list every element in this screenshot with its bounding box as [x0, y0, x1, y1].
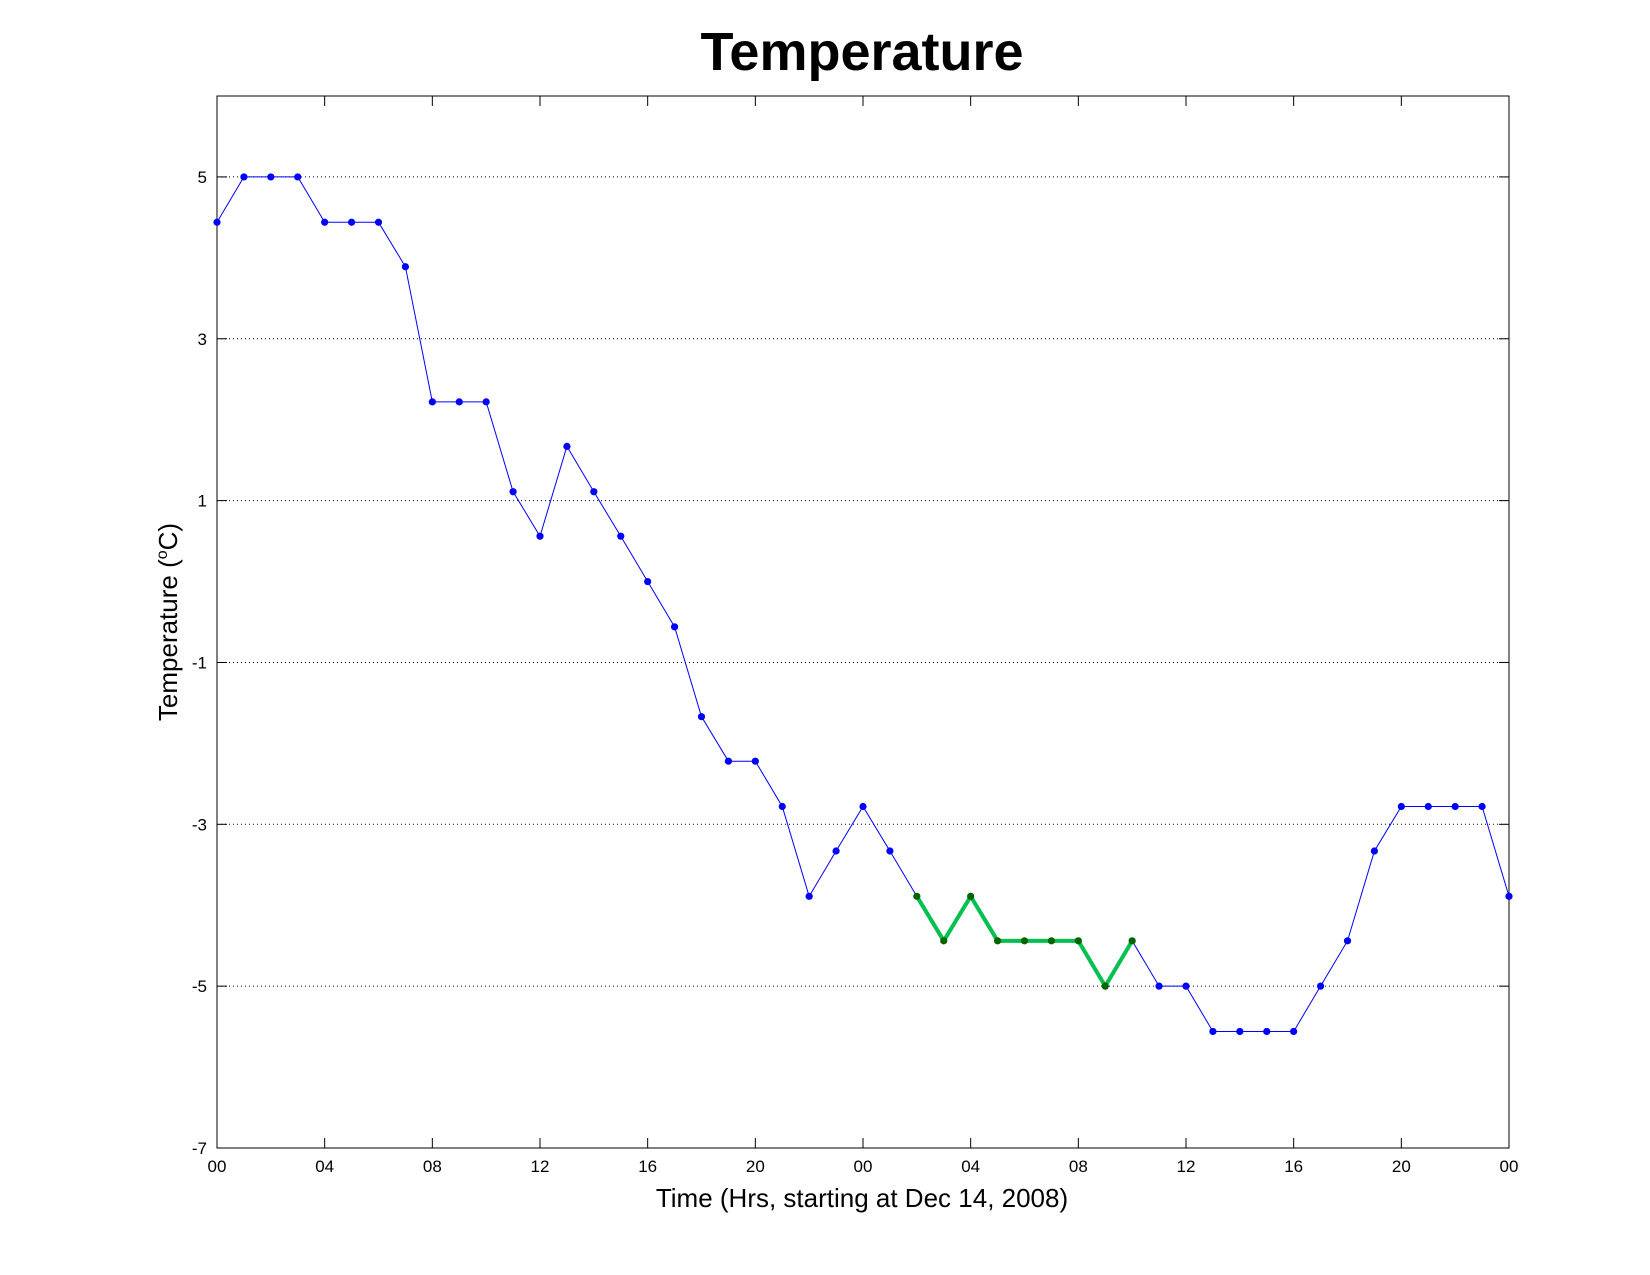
x-tick-label: 08 — [423, 1157, 442, 1176]
x-tick-label: 08 — [1069, 1157, 1088, 1176]
y-tick-label: -3 — [192, 815, 207, 834]
data-point — [617, 532, 625, 540]
x-tick-label: 12 — [1177, 1157, 1196, 1176]
data-point — [455, 398, 463, 406]
data-point — [1182, 982, 1190, 990]
x-tick-label: 04 — [961, 1157, 980, 1176]
data-point — [374, 218, 383, 226]
data-point — [428, 398, 436, 406]
data-point — [859, 802, 867, 811]
data-point — [1155, 982, 1163, 990]
y-tick-label: -1 — [192, 653, 207, 672]
data-point — [590, 488, 598, 496]
series-line-main — [216, 176, 1510, 1032]
plot-frame — [216, 95, 1510, 1149]
data-point — [1505, 892, 1513, 900]
data-point — [886, 847, 894, 855]
highlight-point — [1074, 937, 1082, 945]
data-point — [724, 757, 733, 765]
x-tick-label: 20 — [1392, 1157, 1411, 1176]
data-point — [563, 442, 571, 450]
data-point — [1236, 1027, 1244, 1036]
chart-title: Temperature — [700, 22, 1023, 82]
data-point — [697, 713, 706, 721]
data-point — [1370, 847, 1379, 855]
data-point — [1209, 1027, 1217, 1036]
y-axis-label-degree: o — [154, 550, 171, 559]
y-tick-label: -5 — [192, 977, 207, 996]
grid-lines — [217, 176, 1509, 987]
highlight-point — [940, 937, 948, 945]
data-point — [482, 398, 490, 406]
data-point — [1478, 802, 1486, 811]
y-tick-label: 3 — [198, 330, 207, 349]
y-tick-label: -7 — [192, 1139, 207, 1158]
highlight-point — [1047, 937, 1056, 945]
data-point — [401, 263, 410, 271]
data-point — [1316, 982, 1325, 990]
data-point — [1343, 937, 1352, 945]
data-point — [1451, 802, 1459, 811]
data-point — [213, 218, 221, 226]
data-point — [1263, 1027, 1271, 1036]
x-tick-label: 20 — [746, 1157, 765, 1176]
y-axis-label-end: C) — [153, 523, 183, 550]
highlight-point — [1101, 982, 1109, 990]
y-axis-label: Temperature (oC) — [153, 523, 183, 721]
data-point — [509, 488, 517, 496]
data-point — [1424, 802, 1432, 811]
y-axis-label-main: Temperature ( — [153, 559, 183, 721]
highlight-point — [1020, 937, 1029, 945]
x-tick-label: 04 — [315, 1157, 334, 1176]
data-point — [644, 577, 652, 586]
highlight-point — [993, 937, 1002, 945]
highlight-point — [1128, 937, 1136, 945]
data-point — [267, 173, 275, 181]
y-tick-label: 1 — [198, 492, 207, 511]
x-tick-label: 12 — [531, 1157, 550, 1176]
x-tick-label: 00 — [208, 1157, 227, 1176]
data-point — [240, 173, 248, 181]
x-tick-label: 00 — [1500, 1157, 1519, 1176]
data-point — [1397, 802, 1405, 811]
data-point — [294, 173, 302, 181]
data-point — [321, 218, 329, 226]
highlight-point — [967, 892, 975, 900]
data-point — [670, 623, 679, 631]
x-axis-label: Time (Hrs, starting at Dec 14, 2008) — [656, 1183, 1068, 1213]
data-point — [347, 218, 356, 226]
x-tick-label: 00 — [854, 1157, 873, 1176]
data-point — [536, 532, 544, 540]
axis-ticks: 531-1-3-5-700 04 08 12 16 20 00 04 08 12 16 20 00 — [192, 96, 1519, 1176]
data-point — [778, 802, 786, 811]
highlight-point — [913, 892, 921, 900]
y-tick-label: 5 — [198, 168, 207, 187]
x-tick-label: 16 — [1284, 1157, 1303, 1176]
x-tick-label: 16 — [638, 1157, 657, 1176]
data-point — [805, 892, 813, 900]
data-point — [751, 757, 759, 765]
data-series — [213, 173, 1513, 1036]
data-point — [1290, 1027, 1298, 1036]
data-point — [832, 847, 840, 855]
